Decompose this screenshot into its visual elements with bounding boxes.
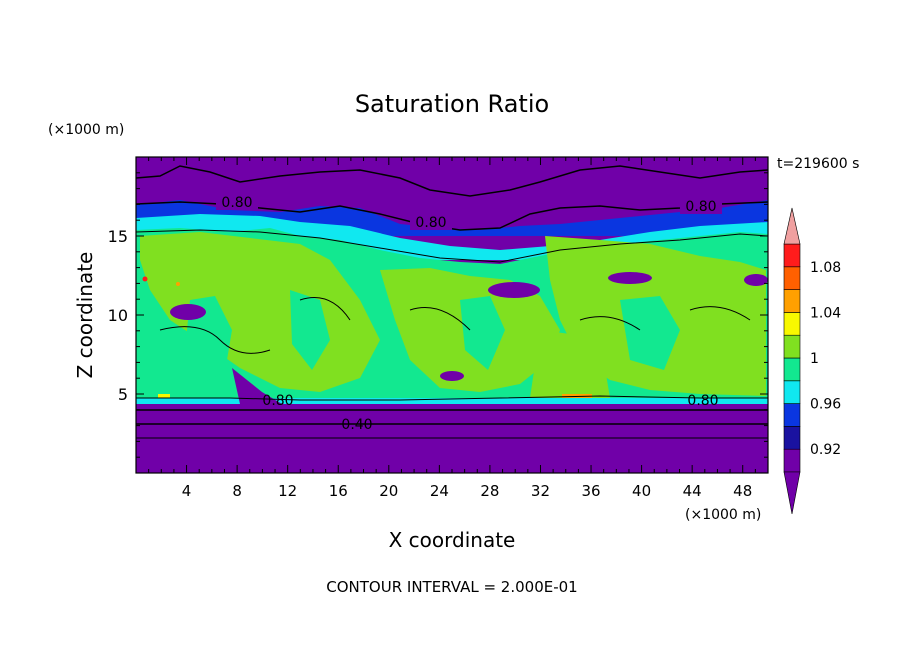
dry-pocket-2 <box>488 282 540 298</box>
contour-label-group: 0.80 0.80 0.80 0.80 0.80 0.40 <box>216 194 722 433</box>
contour-label: 0.80 <box>415 215 446 231</box>
colorbar-segment <box>783 426 801 450</box>
time-label: t=219600 s <box>777 156 859 172</box>
colorbar-label: 1.08 <box>810 260 841 276</box>
warm-spot-3 <box>142 276 148 282</box>
x-tick-label: 8 <box>232 482 242 500</box>
contour-interval-note: CONTOUR INTERVAL = 2.000E-01 <box>326 578 577 596</box>
dry-pocket-3 <box>608 272 652 284</box>
contour-label: 0.80 <box>685 199 716 215</box>
cloud-base-fringe <box>136 398 768 404</box>
plot-field: 0.80 0.80 0.80 0.80 0.80 0.40 <box>136 157 768 473</box>
chart-title: Saturation Ratio <box>355 90 549 118</box>
contour-label: 0.80 <box>221 195 252 211</box>
contour-label-bg-2 <box>410 214 452 230</box>
x-tick-label: 44 <box>683 482 702 500</box>
y-tick-label: 5 <box>118 385 128 404</box>
contour-label: 0.80 <box>687 393 718 409</box>
colorbar-segment <box>783 380 801 404</box>
colorbar-segment <box>783 334 801 359</box>
colorbar-label: 1.04 <box>810 305 841 321</box>
colorbar-segment <box>783 266 801 290</box>
colorbar-segment <box>783 312 801 336</box>
warm-spot-1 <box>158 394 170 398</box>
contour-label: 0.80 <box>262 393 293 409</box>
x-axis: 4 8 12 16 20 24 28 32 36 40 44 48 <box>148 157 756 500</box>
downdraft-wedge <box>232 368 282 404</box>
colorbar: 0.92 0.96 1 1.04 1.08 <box>783 207 841 515</box>
x-tick-label: 12 <box>278 482 297 500</box>
x-tick-label: 40 <box>632 482 651 500</box>
dry-pocket-5 <box>744 274 768 286</box>
x-tick-label: 4 <box>182 482 192 500</box>
colorbar-segment <box>783 448 801 473</box>
colorbar-low-arrow <box>783 471 801 515</box>
dry-pocket-1 <box>170 304 206 320</box>
x-tick-label: 16 <box>329 482 348 500</box>
x-tick-label: 20 <box>379 482 398 500</box>
x-tick-label: 28 <box>480 482 499 500</box>
z-unit-label: (×1000 m) <box>48 122 124 138</box>
x-axis-label: X coordinate <box>389 528 516 552</box>
y-axis-label: Z coordinate <box>73 252 97 379</box>
y-axis: 5 10 15 <box>108 172 768 458</box>
colorbar-segment <box>783 243 801 268</box>
contour-label: 0.40 <box>341 417 372 433</box>
contour-label-bg-1 <box>216 194 258 210</box>
colorbar-segment <box>783 357 801 382</box>
aqua-intrusion-3 <box>460 296 505 370</box>
x-tick-label: 32 <box>531 482 550 500</box>
x-unit-label: (×1000 m) <box>685 507 761 523</box>
aqua-intrusion-4 <box>620 296 680 370</box>
x-tick-label: 36 <box>581 482 600 500</box>
colorbar-label: 0.96 <box>810 397 841 413</box>
colorbar-segment <box>783 403 801 427</box>
colorbar-label: 1 <box>810 351 819 367</box>
lime-pocket-4 <box>530 330 610 398</box>
y-tick-label: 10 <box>108 306 128 325</box>
colorbar-segment <box>783 289 801 313</box>
x-tick-label: 24 <box>430 482 449 500</box>
colorbar-label: 0.92 <box>810 442 841 458</box>
y-tick-label: 15 <box>108 227 128 246</box>
dry-pocket-4 <box>440 371 464 381</box>
x-tick-label: 48 <box>733 482 752 500</box>
contour-label-bg-3 <box>680 198 722 214</box>
colorbar-high-arrow <box>783 207 801 245</box>
warm-spot-4 <box>176 282 180 286</box>
aqua-intrusion-2 <box>290 290 330 370</box>
